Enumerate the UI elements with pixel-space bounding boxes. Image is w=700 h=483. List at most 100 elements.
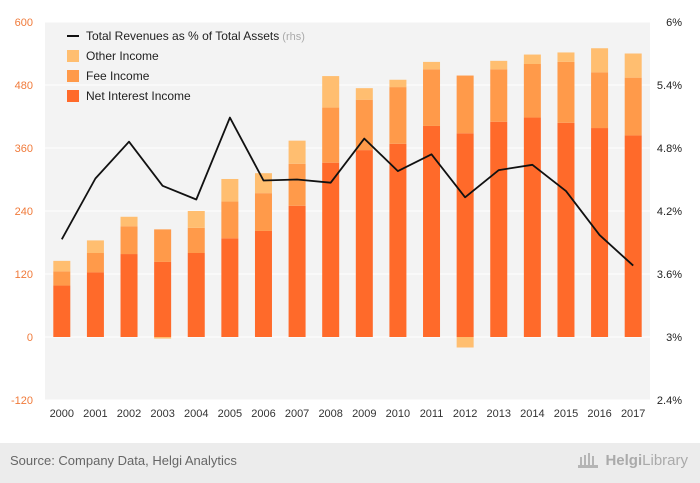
left-tick-label: 0	[27, 332, 33, 344]
bar-segment	[221, 238, 239, 337]
bar-segment	[154, 261, 172, 337]
bar-segment	[355, 99, 373, 151]
x-tick-label: 2007	[285, 408, 309, 420]
bar-segment	[624, 77, 642, 136]
x-tick-label: 2012	[453, 408, 477, 420]
bar-segment	[591, 48, 609, 73]
bar-segment	[355, 88, 373, 100]
x-tick-label: 2011	[420, 408, 444, 420]
legend-box-swatch	[67, 70, 79, 82]
bar-segment	[490, 60, 508, 70]
right-tick-label: 5.4%	[657, 80, 682, 92]
bar-segment	[154, 229, 172, 262]
left-tick-label: 120	[15, 269, 33, 281]
bar-segment	[322, 107, 340, 163]
left-tick-label: 360	[15, 143, 33, 155]
right-tick-label: 4.8%	[657, 143, 682, 155]
bar-segment	[120, 216, 138, 227]
bar-segment	[523, 54, 541, 64]
x-tick-label: 2003	[150, 408, 174, 420]
line-group	[61, 116, 634, 267]
right-tick-label: 3%	[666, 332, 682, 344]
x-tick-label: 2004	[184, 408, 208, 420]
bar-segment	[591, 128, 609, 337]
bar-segment	[591, 72, 609, 129]
bar-segment	[523, 117, 541, 337]
bar-segment	[288, 205, 306, 337]
legend-label: Net Interest Income	[86, 89, 191, 103]
bar-segment	[53, 285, 71, 337]
bar-segment	[355, 150, 373, 337]
x-tick-label: 2016	[587, 408, 611, 420]
legend-label: Total Revenues as % of Total Assets (rhs…	[86, 29, 305, 43]
bar-segment	[187, 227, 205, 253]
left-tick-label: 480	[15, 80, 33, 92]
bar-segment	[490, 121, 508, 337]
library-icon	[578, 453, 599, 468]
legend-box-swatch	[67, 90, 79, 102]
bar-segment	[557, 122, 575, 337]
footer: Source: Company Data, Helgi Analytics He…	[0, 443, 700, 483]
bar-segment	[322, 162, 340, 337]
x-axis: 2000 2001 2002 2003 2004 2005 2006 2007 2008 2009…	[50, 408, 646, 420]
legend: Total Revenues as % of Total Assets (rhs…	[67, 29, 305, 103]
left-tick-label: 240	[15, 206, 33, 218]
bar-segment	[254, 173, 272, 194]
bar-segment	[288, 140, 306, 164]
bar-segment-negative	[456, 337, 474, 348]
bar-segment	[86, 253, 104, 273]
source-note: Source: Company Data, Helgi Analytics	[10, 453, 237, 468]
bar-segment	[456, 133, 474, 337]
bar-segment-negative	[154, 337, 172, 339]
right-tick-label: 3.6%	[657, 269, 682, 281]
brand-logo: HelgiLibrary	[577, 451, 688, 469]
bar-segment	[557, 52, 575, 62]
x-tick-label: 2015	[554, 408, 578, 420]
bar-segment	[523, 64, 541, 118]
bar-segment	[389, 87, 407, 144]
brand-word-2: Library	[642, 451, 688, 469]
legend-label: Fee Income	[86, 69, 150, 83]
x-tick-label: 2009	[352, 408, 376, 420]
bar-segment	[53, 271, 71, 286]
bars-group	[53, 48, 642, 348]
brand-word-1: Helgi	[605, 451, 643, 469]
bar-segment	[187, 211, 205, 228]
bar-segment	[120, 254, 138, 337]
bar-segment	[322, 76, 340, 108]
bar-segment	[557, 61, 575, 123]
bar-segment	[187, 253, 205, 337]
right-tick-label: 6%	[666, 17, 682, 29]
right-tick-label: 2.4%	[657, 395, 682, 407]
bar-segment	[389, 79, 407, 88]
x-tick-label: 2001	[83, 408, 107, 420]
x-tick-label: 2017	[621, 408, 645, 420]
right-tick-label: 4.2%	[657, 206, 682, 218]
bar-segment	[423, 69, 441, 126]
bar-segment	[389, 143, 407, 337]
bar-segment	[423, 61, 441, 70]
bar-segment	[490, 69, 508, 122]
bar-segment	[254, 230, 272, 337]
revenue-ratio-line	[61, 116, 634, 267]
bar-segment	[423, 125, 441, 337]
legend-box-swatch	[67, 50, 79, 62]
bar-segment	[53, 260, 71, 272]
bar-segment	[221, 201, 239, 239]
bar-segment	[456, 75, 474, 134]
x-tick-label: 2014	[520, 408, 544, 420]
gridlines	[45, 21, 650, 401]
left-axis: -120 0 120 240 360 480 600	[11, 17, 33, 407]
x-tick-label: 2008	[318, 408, 342, 420]
bar-segment	[86, 272, 104, 337]
bar-segment	[624, 53, 642, 78]
x-tick-label: 2002	[117, 408, 141, 420]
bar-segment	[86, 240, 104, 253]
x-tick-label: 2010	[386, 408, 410, 420]
legend-note: (rhs)	[279, 31, 305, 43]
x-tick-label: 2005	[218, 408, 242, 420]
bar-segment	[120, 226, 138, 255]
x-tick-label: 2006	[251, 408, 275, 420]
left-tick-label: 600	[15, 17, 33, 29]
